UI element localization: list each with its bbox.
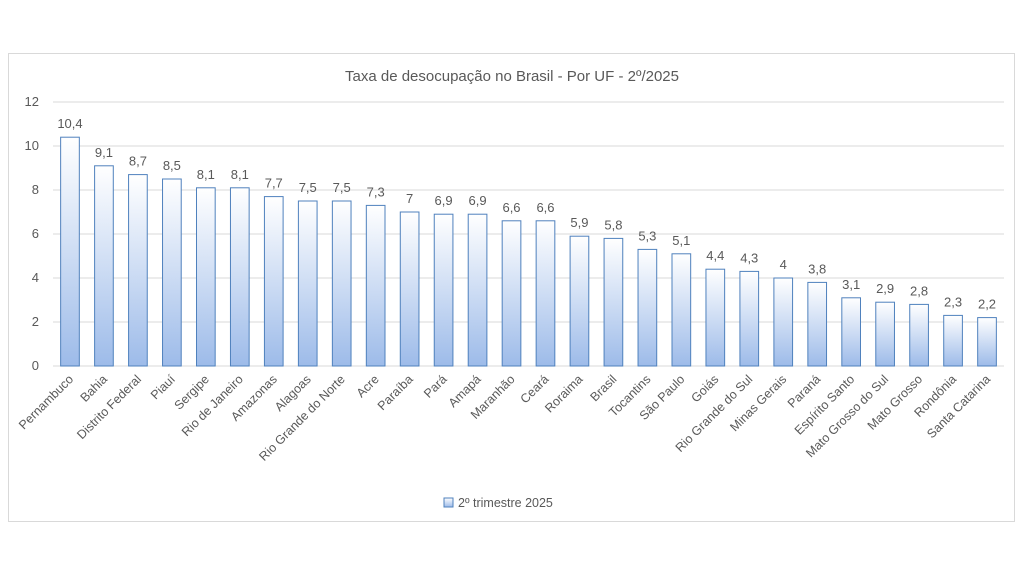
bar xyxy=(229,187,250,367)
data-label: 10,4 xyxy=(57,116,82,131)
category-label: Pernambuco xyxy=(16,372,76,432)
chart-area: Taxa de desocupação no Brasil - Por UF -… xyxy=(8,53,1015,522)
category-label: Acre xyxy=(354,372,382,400)
category-label: Roraima xyxy=(542,372,585,415)
data-label: 6,9 xyxy=(469,193,487,208)
data-label: 5,9 xyxy=(570,215,588,230)
bar xyxy=(399,211,420,367)
bar xyxy=(297,200,318,367)
bar xyxy=(94,165,114,367)
bar xyxy=(331,200,352,367)
data-label: 6,6 xyxy=(536,200,554,215)
bar xyxy=(637,248,658,367)
data-label: 7,7 xyxy=(265,176,283,191)
data-label: 7 xyxy=(406,191,413,206)
data-label: 7,5 xyxy=(333,180,351,195)
data-label: 6,9 xyxy=(435,193,453,208)
legend-label: 2º trimestre 2025 xyxy=(458,496,553,510)
y-tick-label: 0 xyxy=(32,358,39,373)
data-label: 7,3 xyxy=(367,184,385,199)
bar-chart: Taxa de desocupação no Brasil - Por UF -… xyxy=(16,68,1004,510)
data-label: 3,8 xyxy=(808,261,826,276)
bar xyxy=(365,204,386,367)
bar xyxy=(128,174,148,367)
category-label: Paraíba xyxy=(375,372,416,413)
y-tick-label: 10 xyxy=(25,138,39,153)
bar xyxy=(841,297,862,367)
data-label: 2,8 xyxy=(910,283,928,298)
data-label: 4,4 xyxy=(706,248,724,263)
bars xyxy=(60,136,997,367)
bar xyxy=(467,213,488,367)
bar xyxy=(162,178,182,367)
y-tick-label: 4 xyxy=(32,270,39,285)
bar xyxy=(807,281,828,367)
legend-swatch xyxy=(443,497,454,508)
bar xyxy=(671,253,692,367)
y-axis-ticks: 0 2 4 6 8 10 12 xyxy=(25,94,39,373)
legend: 2º trimestre 2025 xyxy=(443,496,553,510)
y-tick-label: 8 xyxy=(32,182,39,197)
bar xyxy=(909,303,929,367)
data-label: 2,9 xyxy=(876,281,894,296)
data-label: 6,6 xyxy=(502,200,520,215)
bar xyxy=(705,268,726,367)
bar xyxy=(535,220,556,367)
data-label: 8,1 xyxy=(197,167,215,182)
bar xyxy=(977,317,997,367)
data-label: 4 xyxy=(780,257,787,272)
bar xyxy=(603,237,624,367)
bar xyxy=(195,187,216,367)
bar xyxy=(875,301,895,367)
bar xyxy=(501,220,522,367)
bar xyxy=(739,270,760,367)
bar xyxy=(433,213,454,367)
category-label: Piauí xyxy=(148,372,178,402)
category-label: Brasil xyxy=(588,372,620,404)
bar xyxy=(263,196,284,367)
data-label: 5,3 xyxy=(638,228,656,243)
y-tick-label: 12 xyxy=(25,94,39,109)
data-labels: 10,4 9,1 8,7 8,5 8,1 8,1 7,7 7,5 7,5 7,3 7 6,9 6,9 6,… xyxy=(57,116,996,311)
data-label: 8,5 xyxy=(163,158,181,173)
data-label: 3,1 xyxy=(842,277,860,292)
data-label: 2,3 xyxy=(944,294,962,309)
y-tick-label: 2 xyxy=(32,314,39,329)
data-label: 8,1 xyxy=(231,167,249,182)
data-label: 9,1 xyxy=(95,145,113,160)
data-label: 5,8 xyxy=(604,217,622,232)
bar xyxy=(60,136,80,367)
data-label: 7,5 xyxy=(299,180,317,195)
y-tick-label: 6 xyxy=(32,226,39,241)
bar xyxy=(773,277,794,367)
category-label: Pará xyxy=(421,372,450,401)
chart-title: Taxa de desocupação no Brasil - Por UF -… xyxy=(345,68,679,85)
data-label: 2,2 xyxy=(978,297,996,312)
gridlines xyxy=(53,101,1004,367)
data-label: 5,1 xyxy=(672,233,690,248)
data-label: 4,3 xyxy=(740,250,758,265)
bar xyxy=(569,235,590,367)
bar xyxy=(943,314,963,367)
data-label: 8,7 xyxy=(129,154,147,169)
